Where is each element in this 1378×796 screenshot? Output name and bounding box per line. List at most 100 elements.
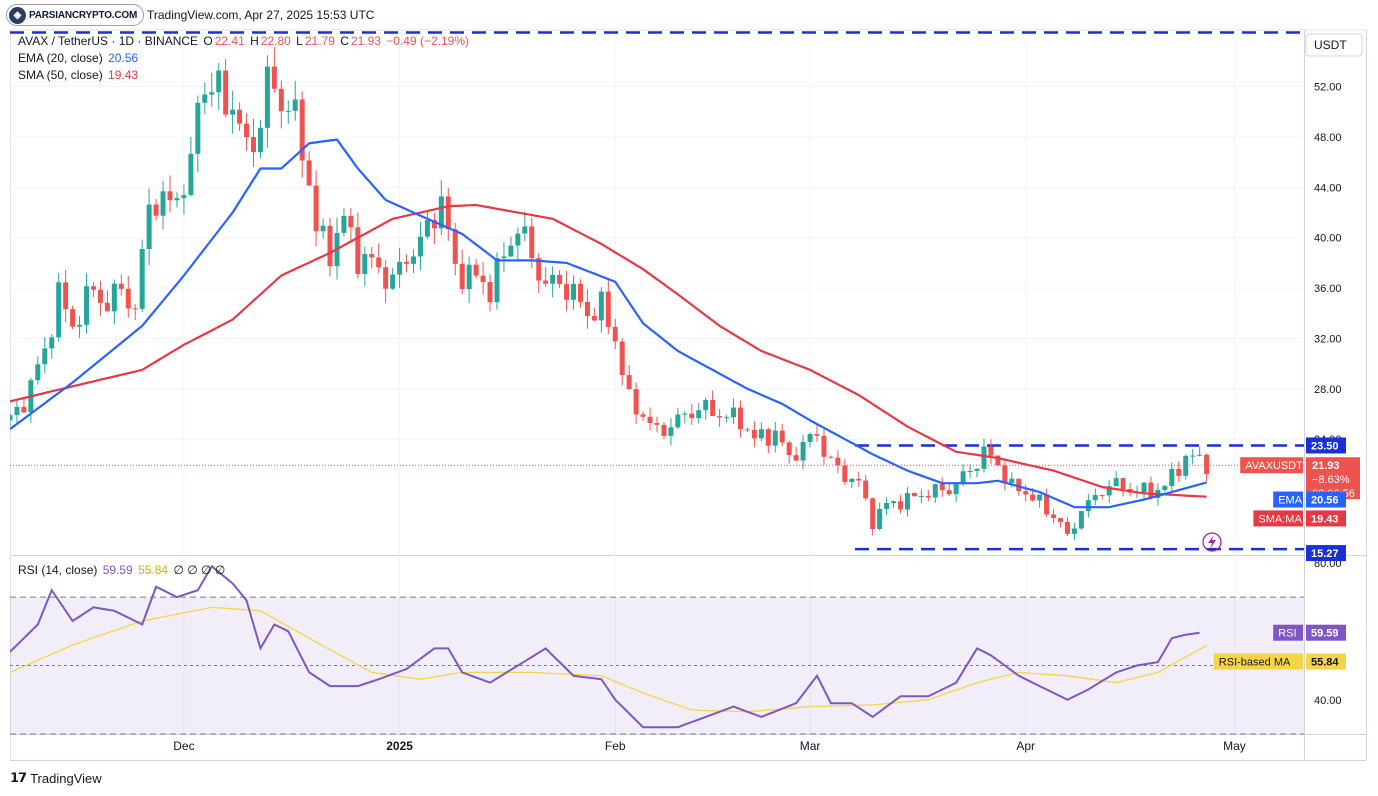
candle-body (786, 442, 792, 456)
rsi-band-area (10, 596, 1304, 735)
legend-sma-row[interactable]: SMA (50, close) 19.43 (18, 67, 471, 84)
support-value-badge: 15.27 (1311, 548, 1339, 560)
candle-body (772, 430, 778, 446)
candle-body (508, 245, 514, 257)
candle-body (1051, 514, 1057, 519)
legend-open: 22.41 (214, 34, 245, 48)
candle-body (1023, 491, 1029, 495)
candle-body (870, 498, 876, 529)
candle-body (1092, 495, 1098, 501)
candle-body (257, 127, 263, 153)
candle-body (84, 286, 90, 325)
candle-body (619, 341, 625, 376)
chart-grid (10, 30, 1304, 734)
candle-body (77, 324, 83, 327)
candle-body (584, 301, 590, 316)
candle-body (181, 195, 187, 199)
candle-body (974, 468, 980, 472)
candle-body (689, 413, 695, 419)
candle-body (891, 501, 897, 503)
axis-badges: 23.5021.93−8.63%08:06:56AVAXUSDT20.56EMA… (1213, 437, 1360, 670)
date-tick-label: Feb (605, 739, 626, 753)
sma-value-badge-bg (1306, 510, 1346, 527)
candle-body (717, 416, 723, 418)
candle-body (1009, 478, 1015, 483)
candle-body (605, 291, 611, 327)
candle-body (56, 282, 62, 338)
candle-body (1141, 482, 1147, 493)
candle-body (10, 415, 13, 421)
candle-body (1016, 478, 1022, 492)
rsi-line (10, 564, 1200, 729)
candle-body (501, 256, 507, 259)
horizontal-levels (10, 31, 1304, 551)
sma-line (10, 203, 1207, 498)
candle-body (1113, 478, 1119, 487)
date-tick-label: 2025 (386, 739, 413, 753)
candle-body (744, 429, 750, 431)
candle-body (988, 446, 994, 456)
candle-body (250, 136, 256, 153)
currency-selector[interactable] (1305, 33, 1363, 57)
legend-symbol[interactable]: AVAX / TetherUS · 1D · BINANCE (18, 34, 199, 48)
brand-name: PARSIANCRYPTO.COM (29, 9, 138, 21)
candle-body (1078, 511, 1084, 529)
legend-high-label: H (250, 34, 259, 48)
candle-body (1085, 500, 1091, 512)
resistance-value-badge-bg (1306, 437, 1346, 454)
candle-body (647, 416, 653, 423)
candle-body (591, 315, 597, 321)
candle-body (1169, 468, 1175, 486)
candle-body (1190, 455, 1196, 457)
candle-body (800, 441, 806, 461)
candle-body (877, 508, 883, 529)
candle-body (953, 483, 959, 495)
candle-body (244, 123, 250, 137)
tradingview-logo-icon: 𝟭𝟳 (10, 770, 27, 785)
candle-body (814, 434, 820, 436)
candle-body (369, 254, 375, 258)
candle-body (1162, 485, 1168, 490)
candle-body (299, 99, 305, 161)
currency-label: USDT (1314, 38, 1347, 52)
price-tick-label: 40.00 (1314, 233, 1342, 245)
candle-body (1030, 494, 1036, 501)
rsi-band-fill (10, 597, 1304, 734)
legend-open-label: O (203, 34, 213, 48)
candle-body (167, 191, 173, 201)
candle-body (897, 501, 903, 510)
ema-name-badge-bg (1273, 491, 1303, 508)
rsi-value-badge-bg (1306, 624, 1346, 641)
candle-body (946, 490, 952, 495)
tradingview-brand: TradingView (30, 770, 102, 786)
candle-body (1071, 528, 1077, 534)
rsi-legend[interactable]: RSI (14, close) 59.59 55.84 ∅ ∅ ∅ ∅ (18, 562, 227, 579)
candle-body (835, 457, 841, 466)
legend-ema-value: 20.56 (108, 51, 139, 65)
candle-body (793, 455, 799, 461)
candle-body (202, 94, 208, 103)
candle-body (480, 275, 486, 283)
candle-body (21, 406, 27, 413)
candle-body (932, 484, 938, 498)
candle-body (1148, 482, 1154, 498)
candle-body (195, 102, 201, 154)
rsi-ma-line (10, 606, 1207, 713)
top-bar: ◈ PARSIANCRYPTO.COM TradingView.com, Apr… (0, 0, 1378, 30)
snapshot-title: TradingView.com, Apr 27, 2025 15:53 UTC (147, 8, 375, 22)
legend-ema-row[interactable]: EMA (20, close) 20.56 (18, 50, 471, 67)
candle-body (598, 291, 604, 321)
legend-rsi-extra: ∅ ∅ ∅ ∅ (173, 563, 226, 577)
candle-body (104, 302, 110, 312)
current-price: 21.93 (1312, 460, 1340, 472)
candle-body (452, 229, 458, 264)
legend-high: 22.80 (260, 34, 291, 48)
candle-body (1044, 494, 1050, 515)
replay-lightning-icon[interactable] (1202, 532, 1222, 552)
candle-body (404, 261, 410, 264)
candle-body (285, 110, 291, 112)
candle-body (863, 480, 869, 499)
